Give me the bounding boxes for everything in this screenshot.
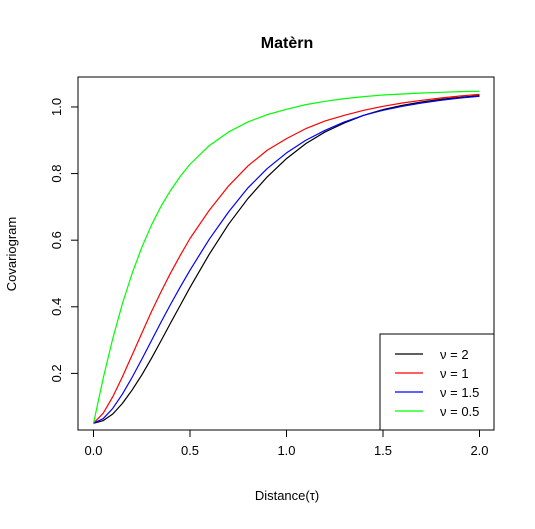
series-line <box>93 93 480 424</box>
x-axis-label: Distance(τ) <box>255 488 319 503</box>
y-tick-label: 1.0 <box>49 98 64 116</box>
legend-label: ν = 1 <box>440 366 469 381</box>
series-line <box>92 90 480 424</box>
chart-title: Matèrn <box>261 35 313 52</box>
x-tick-label: 0.0 <box>84 443 102 458</box>
y-axis: 0.2 0.4 0.6 0.8 1.0 <box>49 98 79 382</box>
series-line <box>93 95 480 424</box>
y-axis-label: Covariogram <box>4 217 19 291</box>
x-tick-label: 1.5 <box>374 443 392 458</box>
series-line <box>93 95 480 424</box>
legend-label: ν = 0.5 <box>440 404 479 419</box>
y-tick-label: 0.6 <box>49 231 64 249</box>
y-tick-label: 0.4 <box>49 298 64 316</box>
x-tick-label: 2.0 <box>470 443 488 458</box>
y-tick-label: 0.8 <box>49 165 64 183</box>
legend-box <box>379 333 495 431</box>
legend-label: ν = 2 <box>440 347 469 362</box>
x-axis: 0.0 0.5 1.0 1.5 2.0 <box>84 429 489 458</box>
legend: ν = 2 ν = 1 ν = 1.5 ν = 0.5 <box>379 333 495 431</box>
y-tick-label: 0.2 <box>49 364 64 382</box>
x-tick-label: 0.5 <box>181 443 199 458</box>
x-tick-label: 1.0 <box>277 443 295 458</box>
legend-label: ν = 1.5 <box>440 385 479 400</box>
series-layer <box>92 90 480 424</box>
